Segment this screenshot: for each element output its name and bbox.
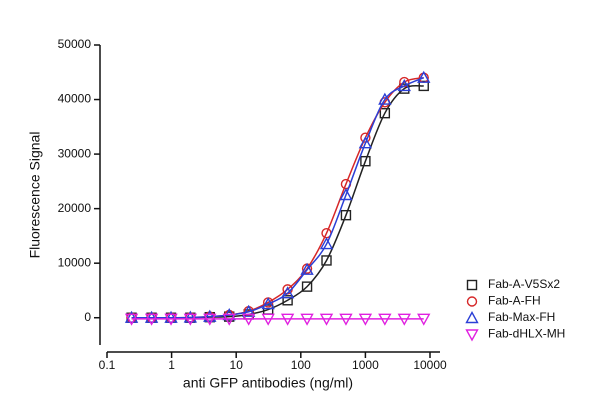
x-tick-label: 1000 — [352, 358, 379, 372]
data-point — [378, 92, 392, 105]
data-point — [339, 313, 353, 326]
data-point — [222, 313, 236, 326]
y-tick-label: 20000 — [58, 201, 92, 215]
legend-marker — [466, 279, 478, 291]
y-tick-label: 50000 — [58, 37, 92, 51]
fit-curve — [131, 77, 425, 319]
y-tick-label: 0 — [84, 310, 91, 324]
x-tick-label: 1 — [168, 358, 175, 372]
data-point — [301, 281, 313, 292]
data-point — [241, 304, 256, 317]
x-tick-label: 0.1 — [99, 358, 116, 372]
data-point — [144, 313, 159, 326]
data-point — [144, 310, 159, 323]
data-point — [358, 136, 373, 149]
data-point — [124, 310, 139, 323]
data-point — [379, 107, 391, 119]
legend-marker — [465, 311, 479, 324]
data-point — [319, 313, 334, 326]
legend-label: Fab-dHLX-MH — [488, 327, 565, 341]
data-point — [183, 310, 198, 323]
data-point — [282, 295, 293, 306]
data-point — [360, 155, 371, 167]
data-point — [261, 313, 275, 326]
x-tick-label: 100 — [291, 358, 311, 372]
y-tick-label: 40000 — [58, 92, 92, 106]
legend-marker — [465, 329, 479, 342]
data-point — [397, 78, 411, 92]
data-point — [321, 255, 332, 266]
data-point — [164, 313, 178, 326]
x-tick-label: 10000 — [413, 358, 447, 372]
data-point — [164, 310, 178, 323]
x-tick-label: 10 — [230, 358, 244, 372]
data-point — [417, 313, 431, 326]
legend-label: Fab-A-FH — [488, 294, 541, 308]
data-point — [241, 313, 256, 326]
data-point — [183, 313, 198, 326]
data-point — [300, 313, 314, 326]
fit-curve — [131, 84, 424, 319]
legend-label: Fab-A-V5Sx2 — [488, 277, 560, 291]
y-axis-title: Fluorescence Signal — [27, 132, 43, 259]
data-point — [378, 313, 392, 326]
y-tick-label: 30000 — [58, 146, 92, 160]
data-point — [203, 309, 217, 322]
data-point — [319, 237, 334, 250]
data-point — [124, 313, 139, 326]
data-point — [280, 286, 295, 299]
legend-label: Fab-Max-FH — [488, 310, 555, 324]
data-point — [340, 209, 352, 221]
data-point — [418, 80, 429, 92]
y-tick-label: 10000 — [58, 255, 92, 269]
data-point — [358, 313, 373, 326]
data-point — [280, 313, 295, 326]
data-point — [339, 188, 353, 201]
data-point — [261, 297, 275, 310]
data-point — [397, 313, 411, 326]
data-point — [203, 313, 217, 326]
data-point — [417, 70, 431, 83]
x-axis-title: anti GFP antibodies (ng/ml) — [183, 375, 353, 391]
data-point — [300, 262, 314, 275]
legend-marker — [466, 296, 478, 307]
